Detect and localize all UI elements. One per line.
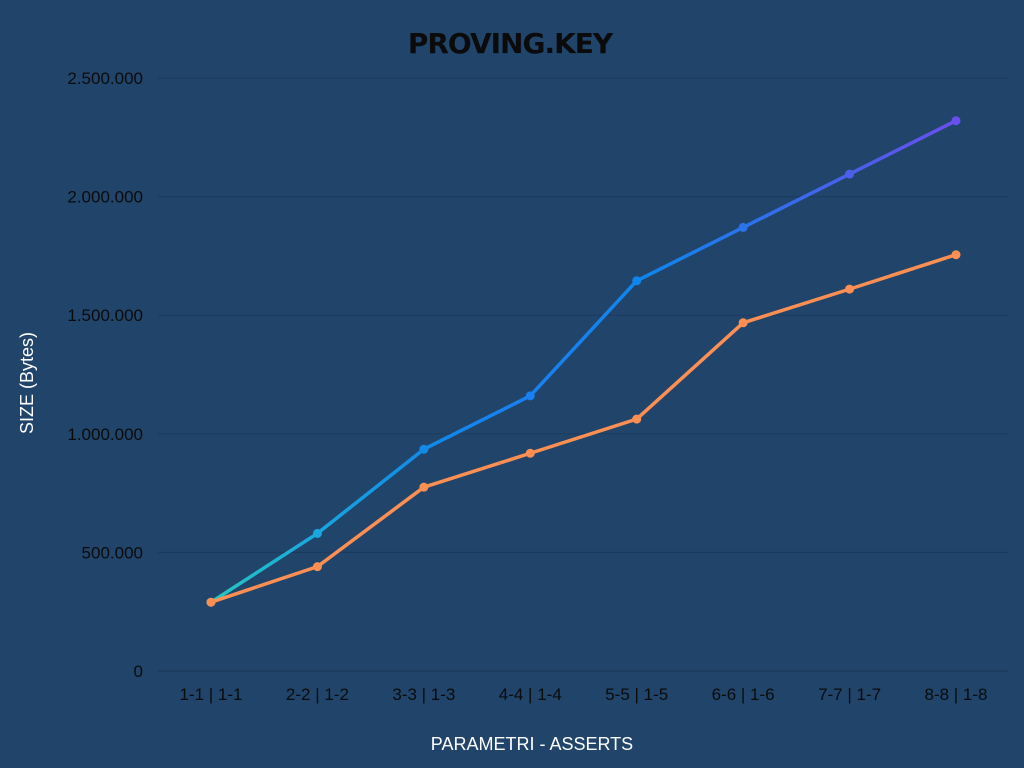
data-point [419, 482, 429, 492]
y-tick-label: 1.000.000 [67, 425, 143, 444]
y-tick-label: 0 [134, 662, 143, 681]
data-point [632, 414, 642, 424]
data-point [738, 222, 748, 232]
data-point [419, 444, 429, 454]
x-tick-label: 3-3 | 1-3 [392, 685, 455, 704]
x-tick-label: 6-6 | 1-6 [712, 685, 775, 704]
data-point [845, 284, 855, 294]
grid-layer [158, 77, 1008, 672]
data-point [525, 448, 535, 458]
x-axis-ticks: 1-1 | 1-1 2-2 | 1-2 3-3 | 1-3 4-4 | 1-4 5-5 … [179, 685, 987, 704]
data-point [206, 597, 216, 607]
data-point [951, 250, 961, 260]
data-point [738, 318, 748, 328]
chart-title: PROVING.KEY [408, 27, 614, 60]
x-tick-label: 2-2 | 1-2 [286, 685, 349, 704]
x-tick-label: 1-1 | 1-1 [179, 685, 242, 704]
series-1 [206, 116, 961, 607]
x-tick-label: 7-7 | 1-7 [818, 685, 881, 704]
x-tick-label: 5-5 | 1-5 [605, 685, 668, 704]
y-tick-label: 1.500.000 [67, 306, 143, 325]
data-point [312, 562, 322, 572]
series-2 [206, 250, 961, 607]
y-axis-ticks: 0 500.000 1.000.000 1.500.000 2.000.000 2.500… [67, 69, 143, 681]
series-line [209, 118, 958, 604]
data-point [525, 391, 535, 401]
data-point [632, 276, 642, 286]
data-point [312, 528, 322, 538]
series-layer [206, 116, 961, 607]
y-tick-label: 2.000.000 [67, 188, 143, 207]
x-tick-label: 4-4 | 1-4 [499, 685, 562, 704]
x-axis-label: PARAMETRI - ASSERTS [431, 734, 633, 754]
data-point [845, 169, 855, 179]
y-tick-label: 2.500.000 [67, 69, 143, 88]
x-tick-label: 8-8 | 1-8 [924, 685, 987, 704]
y-tick-label: 500.000 [82, 543, 143, 562]
series-line [209, 252, 958, 604]
data-point [951, 116, 961, 126]
y-axis-label: SIZE (Bytes) [17, 332, 37, 434]
